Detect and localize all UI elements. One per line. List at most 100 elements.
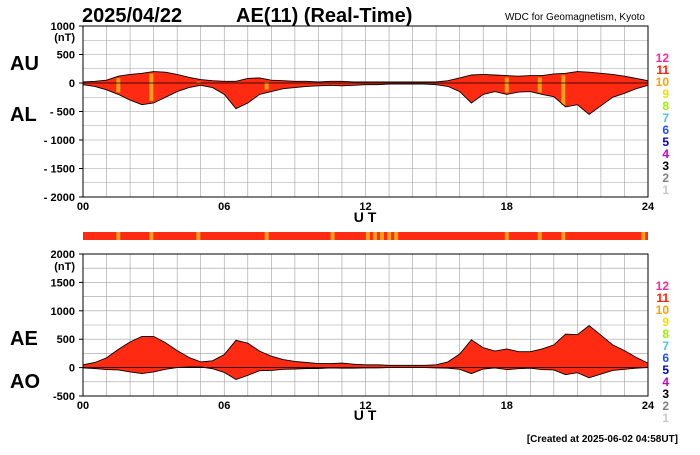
x-tick-label: 24 xyxy=(642,201,655,213)
station-count-label: 8 xyxy=(662,327,669,341)
status-bar-stripe xyxy=(372,232,377,240)
au-label: AU xyxy=(10,53,39,75)
station-count-label: 3 xyxy=(662,159,669,173)
x-tick-label: 00 xyxy=(77,201,89,213)
station-count-label: 8 xyxy=(662,99,669,113)
y-tick-label: - 1000 xyxy=(44,135,75,147)
ae-ao-x-ticks: 00 06 12 18 24 xyxy=(77,400,655,412)
ae-ao-unit-label: (nT) xyxy=(54,261,75,273)
station-count-label: 9 xyxy=(662,315,669,329)
y-tick-label: 0 xyxy=(69,78,75,90)
y-tick-label: 500 xyxy=(57,334,75,346)
au-al-marks xyxy=(82,71,649,115)
station-count-label: 10 xyxy=(656,303,670,317)
station-count-label: 7 xyxy=(662,111,669,125)
station-change-stripe xyxy=(561,75,566,105)
station-change-stripe xyxy=(116,78,121,93)
source-label: WDC for Geomagnetism, Kyoto xyxy=(505,12,645,23)
x-tick-label: 00 xyxy=(77,400,89,412)
station-count-label: 11 xyxy=(656,63,669,77)
station-count-label: 12 xyxy=(656,279,670,293)
station-change-stripe xyxy=(196,81,201,84)
x-tick-label: 06 xyxy=(218,400,230,412)
y-tick-label: 500 xyxy=(57,50,75,62)
al-label: AL xyxy=(10,104,37,126)
station-count-label: 3 xyxy=(662,387,669,401)
au-al-y-ticks: 1000 500 0 - 500 - 1000 - 1500 - 2000 xyxy=(44,21,83,204)
au-al-unit-label: (nT) xyxy=(54,32,75,44)
status-bar-stripe xyxy=(365,232,370,240)
status-bar-stripe xyxy=(330,232,335,240)
station-change-stripe xyxy=(537,77,542,93)
station-count-label: 4 xyxy=(662,147,669,161)
station-count-label: 1 xyxy=(662,411,669,425)
ae-ao-frame xyxy=(82,253,649,397)
station-count-label: 9 xyxy=(662,87,669,101)
station-count-label: 4 xyxy=(662,375,669,389)
status-bar-stripe xyxy=(641,232,646,240)
ae-ao-y-ticks: 2000 1500 1000 500 0 -500 xyxy=(51,249,83,403)
status-bar-stripe xyxy=(196,232,201,240)
station-count-label: 5 xyxy=(662,363,669,377)
y-tick-label: - 1500 xyxy=(44,164,75,176)
status-bar-stripe xyxy=(537,232,542,240)
station-count-label: 2 xyxy=(662,171,669,185)
station-change-stripe xyxy=(149,73,154,101)
ae-label: AE xyxy=(10,328,38,350)
x-tick-label: 06 xyxy=(218,201,230,213)
station-count-label: 1 xyxy=(662,183,669,197)
status-bar-stripe xyxy=(561,232,566,240)
x-tick-label: 12 xyxy=(359,201,371,213)
station-count-label: 5 xyxy=(662,135,669,149)
y-tick-label: 1000 xyxy=(51,21,75,33)
series-line-ae xyxy=(82,325,649,366)
y-tick-label: - 500 xyxy=(50,107,75,119)
created-timestamp: [Created at 2025-06-02 04:58UT] xyxy=(527,434,678,445)
series-line-au xyxy=(82,71,649,83)
x-tick-label: 24 xyxy=(642,400,655,412)
y-tick-label: -500 xyxy=(53,391,75,403)
status-bar-stripe xyxy=(394,232,399,240)
status-bar-stripe xyxy=(264,232,269,240)
date-title: 2025/04/22 xyxy=(82,5,182,27)
status-bar xyxy=(83,232,648,240)
x-tick-label: 12 xyxy=(359,400,371,412)
status-bar-stripe xyxy=(387,232,392,240)
status-bar-stripe xyxy=(504,232,509,240)
au-al-x-axis-label: U T xyxy=(354,209,377,225)
chart-title: AE(11) (Real-Time) xyxy=(236,5,412,27)
y-tick-label: - 2000 xyxy=(44,192,75,204)
station-count-label: 10 xyxy=(656,75,670,89)
station-count-label: 6 xyxy=(662,123,669,137)
x-tick-label: 18 xyxy=(501,400,513,412)
station-count-label: 7 xyxy=(662,339,669,353)
status-bar-stripe xyxy=(116,232,121,240)
band-fill-area xyxy=(83,325,648,380)
y-tick-label: 2000 xyxy=(51,249,75,261)
status-bar-stripe xyxy=(149,232,154,240)
series-line-al xyxy=(82,83,649,115)
station-change-stripe xyxy=(264,82,269,90)
station-change-stripe xyxy=(504,77,509,93)
y-tick-label: 0 xyxy=(69,363,75,375)
ao-label: AO xyxy=(10,371,40,393)
x-tick-label: 18 xyxy=(501,201,513,213)
ae-ao-x-axis-label: U T xyxy=(354,407,377,423)
station-count-label: 6 xyxy=(662,351,669,365)
status-bar-base xyxy=(83,232,648,240)
station-count-label: 12 xyxy=(656,51,670,65)
au-al-grid xyxy=(82,25,649,198)
y-tick-label: 1500 xyxy=(51,277,75,289)
ae-ao-grid xyxy=(82,253,649,397)
au-al-x-ticks: 00 06 12 18 24 xyxy=(77,201,655,213)
status-bar-stripe xyxy=(379,232,384,240)
station-count-label: 11 xyxy=(656,291,669,305)
ae-ao-marks xyxy=(82,325,649,380)
station-count-label: 2 xyxy=(662,399,669,413)
